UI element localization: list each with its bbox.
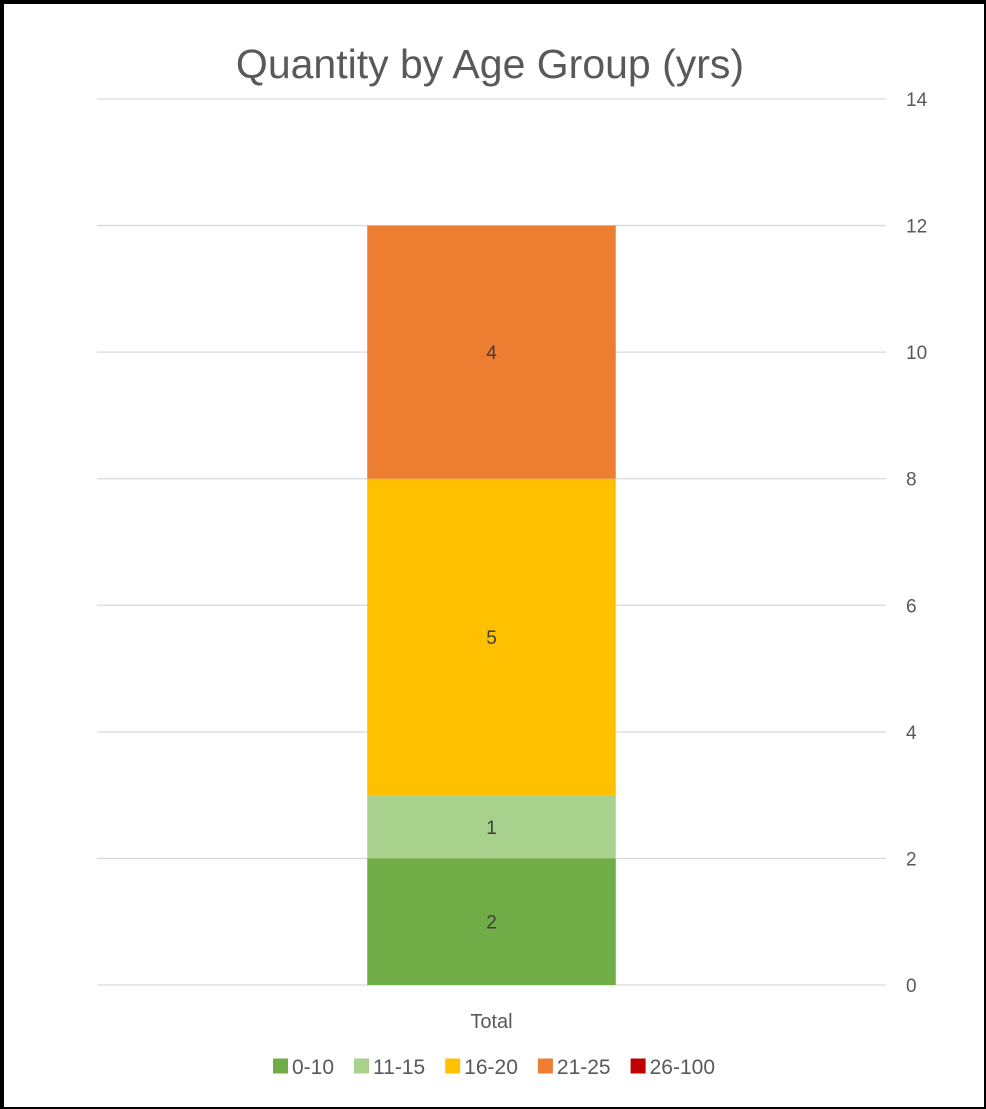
data-label-0-10: 2 <box>486 913 497 934</box>
x-axis-categories: Total <box>470 1011 512 1033</box>
data-label-16-20: 5 <box>486 628 497 649</box>
legend-item-16-20: 16-20 <box>445 1056 518 1079</box>
legend-label: 0-10 <box>292 1056 334 1079</box>
legend-swatch <box>273 1059 288 1074</box>
x-category-label: Total <box>470 1011 512 1033</box>
y-axis-ticks: 0 2 4 6 8 10 12 14 <box>906 90 928 997</box>
y-tick-label: 6 <box>906 596 917 617</box>
legend-item-21-25: 21-25 <box>538 1056 611 1079</box>
data-label-11-15: 1 <box>486 818 497 839</box>
legend-swatch <box>631 1059 646 1074</box>
y-tick-label: 4 <box>906 723 917 744</box>
y-tick-label: 12 <box>906 217 927 238</box>
legend: 0-10 11-15 16-20 21-25 26-100 <box>273 1056 715 1079</box>
legend-item-26-100: 26-100 <box>631 1056 715 1079</box>
y-tick-label: 14 <box>906 90 928 111</box>
legend-label: 21-25 <box>557 1056 611 1079</box>
bar-segments <box>367 226 616 985</box>
legend-label: 11-15 <box>373 1056 425 1079</box>
legend-label: 16-20 <box>464 1056 518 1079</box>
y-tick-label: 8 <box>906 470 917 491</box>
y-tick-label: 10 <box>906 343 927 364</box>
legend-swatch <box>354 1059 369 1074</box>
legend-swatch <box>538 1059 553 1074</box>
y-tick-label: 0 <box>906 976 917 997</box>
data-label-21-25: 4 <box>486 343 497 364</box>
legend-item-0-10: 0-10 <box>273 1056 334 1079</box>
chart-title: Quantity by Age Group (yrs) <box>236 41 744 87</box>
y-tick-label: 2 <box>906 849 917 870</box>
legend-swatch <box>445 1059 460 1074</box>
legend-item-11-15: 11-15 <box>354 1056 425 1079</box>
legend-label: 26-100 <box>650 1056 715 1079</box>
